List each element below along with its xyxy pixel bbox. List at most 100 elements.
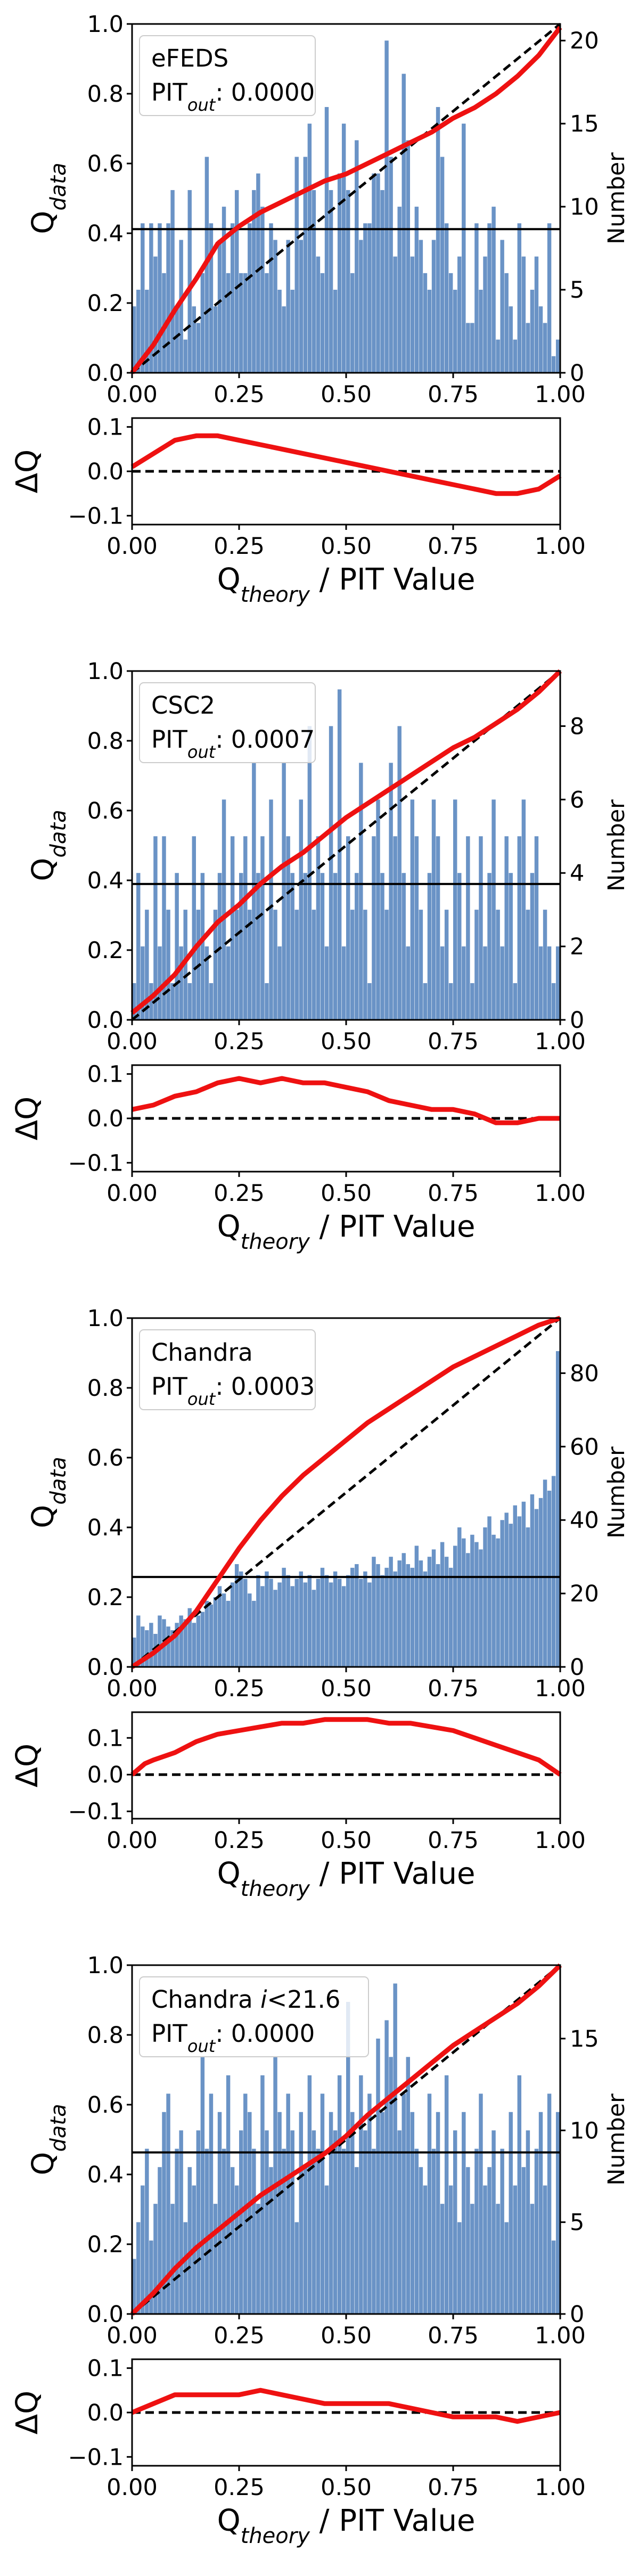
hist-bar: [423, 273, 428, 373]
hist-bar: [359, 763, 363, 1020]
delta-x-tick-label: 0.50: [321, 533, 372, 560]
count-tick-label: 2: [570, 934, 584, 960]
hist-bar: [303, 157, 308, 373]
x-tick-label: 0.75: [428, 1028, 479, 1055]
hist-bar: [265, 2130, 269, 2314]
hist-bar: [346, 2001, 350, 2314]
hist-bar: [363, 2130, 367, 2314]
y-tick-label: 0.6: [87, 2092, 124, 2119]
delta-tick-label: −0.1: [68, 1150, 124, 1176]
hist-bar: [192, 836, 196, 1020]
hist-bar: [530, 2204, 535, 2314]
x-tick-label: 0.25: [214, 381, 265, 408]
y-tick-label: 0.4: [87, 1515, 124, 1541]
hist-bar: [243, 836, 248, 1020]
hist-bar: [213, 1597, 218, 1667]
hist-bar: [487, 223, 491, 373]
hist-bar: [341, 1586, 346, 1667]
hist-bar: [312, 2130, 316, 2314]
delta-x-tick-label: 0.25: [214, 533, 265, 560]
qq-ylabel: Qdata: [26, 2104, 71, 2175]
hist-bar: [470, 323, 474, 373]
hist-bar: [359, 1579, 363, 1667]
hist-bar: [551, 983, 556, 1020]
hist-bar: [299, 240, 303, 373]
hist-bar: [372, 836, 376, 1020]
hist-bar: [462, 1538, 466, 1667]
hist-bar: [209, 2093, 214, 2314]
hist-bar: [457, 2222, 462, 2314]
hist-bar: [282, 306, 286, 373]
hist-bar: [234, 1564, 239, 1667]
hist-bar: [350, 910, 355, 1020]
hist-bar: [350, 1567, 355, 1667]
hist-bar: [423, 1571, 428, 1667]
hist-bar: [504, 1512, 509, 1667]
hist-bar: [427, 1557, 432, 1667]
y-tick-label: 0.6: [87, 1445, 124, 1471]
y-tick-label: 0.8: [87, 81, 124, 108]
count-tick-label: 80: [570, 1360, 599, 1387]
hist-bar: [470, 2204, 474, 2314]
hist-bar: [273, 240, 277, 373]
hist-bar: [222, 799, 226, 1020]
hist-bar: [243, 2093, 248, 2314]
hist-bar: [500, 2148, 504, 2314]
y-tick-label: 0.4: [87, 2162, 124, 2188]
hist-bar: [380, 2112, 384, 2314]
hist-bar: [217, 240, 222, 373]
hist-bar: [239, 1571, 243, 1667]
x-tick-label: 1.00: [535, 1028, 586, 1055]
hist-bar: [530, 290, 535, 373]
y-tick-label: 0.0: [87, 1007, 124, 1034]
hist-bar: [316, 256, 321, 373]
hist-bar: [183, 1619, 187, 1667]
hist-bar: [136, 873, 141, 1020]
hist-bar: [307, 726, 312, 1020]
x-tick-label: 0.50: [321, 1028, 372, 1055]
hist-bar: [273, 1590, 277, 1667]
hist-bar: [431, 1549, 436, 1667]
hist-bar: [269, 223, 273, 373]
hist-bar: [526, 323, 530, 373]
hist-bar: [530, 1494, 535, 1667]
hist-bar: [367, 1582, 372, 1667]
hist-bar: [500, 240, 504, 373]
delta-tick-label: 0.1: [87, 1061, 124, 1088]
hist-bar: [209, 1604, 214, 1667]
x-tick-label: 0.25: [214, 1675, 265, 1702]
hist-bar: [547, 1491, 552, 1667]
hist-bar: [290, 290, 294, 373]
hist-bar: [337, 689, 342, 1020]
delta-x-tick-label: 0.75: [428, 2474, 479, 2501]
hist-bar: [427, 873, 432, 1020]
legend-pit-out: PITout: 0.0003: [151, 1372, 315, 1409]
hist-bar: [290, 1586, 294, 1667]
hist-bar: [209, 223, 214, 373]
hist-bar: [341, 946, 346, 1020]
hist-bar: [372, 2148, 376, 2314]
hist-bar: [273, 910, 277, 1020]
hist-bar: [453, 799, 457, 1020]
hist-bar: [170, 2204, 175, 2314]
hist-bar: [346, 190, 350, 373]
hist-bar: [509, 2112, 513, 2314]
count-tick-label: 0: [570, 360, 584, 387]
hist-bar: [209, 983, 214, 1020]
hist-bar: [414, 1545, 419, 1667]
hist-bar: [479, 2093, 483, 2314]
hist-bar: [166, 2093, 170, 2314]
hist-bar: [153, 836, 158, 1020]
x-tick-label: 1.00: [535, 1675, 586, 1702]
hist-bar: [534, 836, 539, 1020]
hist-bar: [312, 190, 316, 373]
hist-bar: [307, 124, 312, 373]
x-tick-label: 0.75: [428, 1675, 479, 1702]
count-tick-label: 0: [570, 2301, 584, 2328]
legend-title: eFEDS: [151, 44, 228, 72]
count-tick-label: 0: [570, 1007, 584, 1034]
hist-bar: [346, 836, 350, 1020]
hist-bar: [286, 2093, 290, 2314]
hist-bar: [320, 873, 325, 1020]
y-tick-label: 0.8: [87, 728, 124, 755]
